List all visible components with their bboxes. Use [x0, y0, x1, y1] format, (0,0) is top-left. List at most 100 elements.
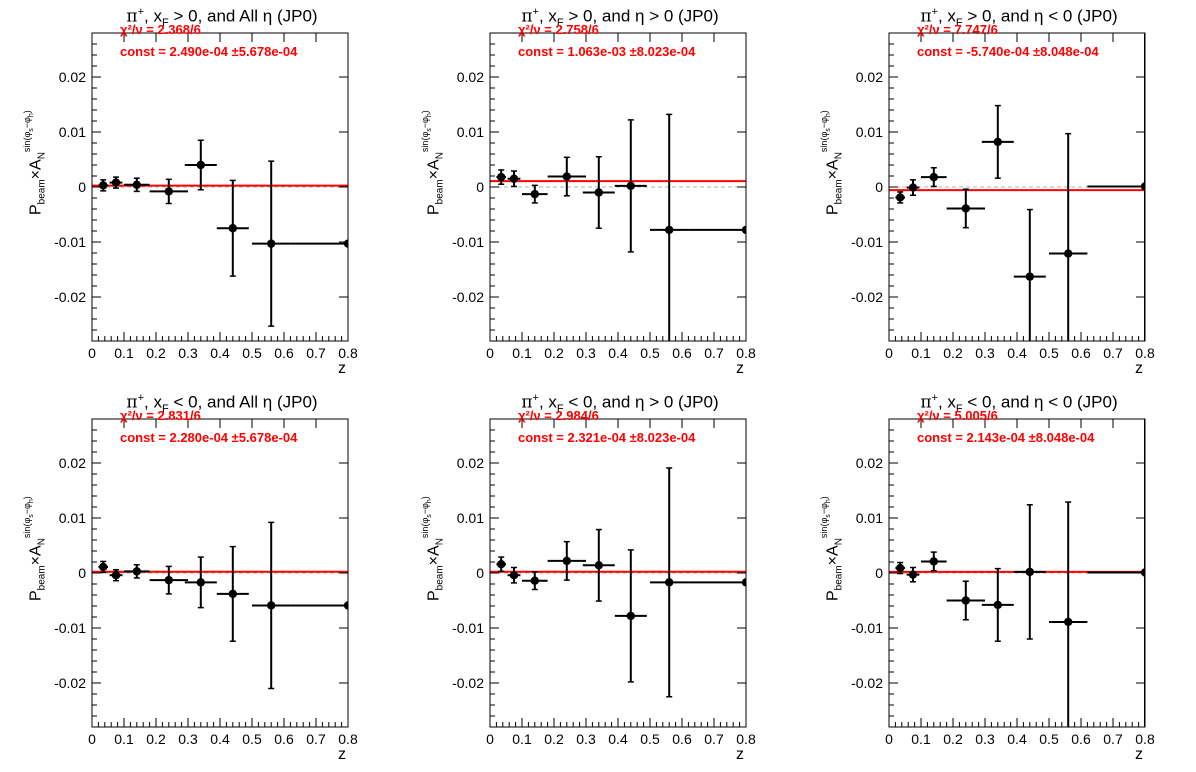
data-points-group	[98, 521, 348, 690]
y-tick-label: 0.01	[457, 510, 484, 526]
title-particle: π	[920, 392, 932, 413]
panel-title: π+, xF > 0, and All η (JP0)	[126, 6, 318, 30]
x-tick-label: 0	[88, 731, 96, 747]
title-particle: π	[521, 392, 533, 413]
title-rest: > 0, and η < 0 (JP0)	[962, 6, 1118, 26]
y-axis-label: Pbeam×ANsin(φs−φh)	[819, 481, 853, 601]
plot-svg: 0 0.1 0.2 0.3 0.4 0.5 0.6 0.7 0.8 0.02 0.01 0 -0.01 -…	[851, 32, 1155, 361]
y-tick-label: 0	[875, 565, 883, 581]
data-point	[562, 172, 571, 181]
data-point	[594, 561, 603, 570]
data-point	[1140, 182, 1145, 191]
x-tick-label: 0	[88, 345, 96, 361]
title-xf: x	[548, 6, 557, 26]
x-tick-label: 0.7	[1103, 345, 1123, 361]
data-point	[196, 160, 205, 170]
x-tick-label: 0.6	[1071, 731, 1091, 747]
x-tick-label: 0.1	[911, 731, 931, 747]
x-axis-label: z	[1135, 360, 1143, 377]
data-point	[1025, 272, 1034, 281]
y-axis-label-text: Pbeam×ANsin(φs−φh)	[420, 496, 446, 601]
y-tick-label: 0.02	[457, 69, 484, 85]
y-tick-label: 0.01	[856, 124, 883, 140]
x-tick-label: 0.3	[178, 345, 198, 361]
x-tick-label: 0.4	[210, 731, 230, 747]
y-axis-label: Pbeam×ANsin(φs−φh)	[420, 95, 454, 215]
y-tick-label: 0.01	[457, 124, 484, 140]
x-tick-label: 0.5	[640, 345, 660, 361]
data-point	[497, 560, 506, 569]
x-tick-label: 0.2	[544, 345, 564, 361]
title-charge: +	[137, 6, 145, 18]
y-tick-label: -0.01	[452, 234, 484, 250]
x-tick-label: 0.8	[1135, 731, 1155, 747]
title-charge: +	[931, 392, 938, 404]
title-particle: π	[126, 392, 138, 413]
title-charge: +	[137, 392, 145, 404]
x-tick-label: 0.2	[943, 731, 963, 747]
y-tick-label: -0.02	[452, 289, 484, 305]
y-tick-label: 0.02	[59, 455, 86, 471]
y-tick-label: 0.02	[59, 69, 86, 85]
y-tick-label: 0.02	[457, 455, 484, 471]
x-tick-label: 0.8	[736, 345, 756, 361]
title-rest: < 0, and η < 0 (JP0)	[962, 392, 1118, 412]
y-tick-label: -0.01	[851, 620, 883, 636]
y-tick-label: 0	[476, 179, 484, 195]
data-point	[929, 172, 938, 182]
title-xf: x	[947, 392, 956, 412]
chi2-label: χ²/ν = 2.831/6	[120, 408, 201, 423]
const-label: const = 2.490e-04 ±5.678e-04	[120, 44, 298, 59]
y-tick-label: -0.02	[452, 675, 484, 691]
panel-0: 0 0.1 0.2 0.3 0.4 0.5 0.6 0.7 0.8 0.02 0.01 0 -0.01 -…	[0, 0, 398, 386]
x-tick-label: 0.5	[1039, 731, 1059, 747]
y-axis-label-text: Pbeam×ANsin(φs−φh)	[22, 496, 48, 601]
title-xf-sub: F	[162, 403, 169, 416]
data-point	[961, 596, 970, 605]
panel-title: π+, xF < 0, and η > 0 (JP0)	[521, 392, 719, 416]
plot-svg: 0 0.1 0.2 0.3 0.4 0.5 0.6 0.7 0.8 0.02 0.01 0 -0.01 -…	[54, 418, 358, 747]
y-tick-label: 0	[78, 565, 86, 581]
plot-svg: 0 0.1 0.2 0.3 0.4 0.5 0.6 0.7 0.8 0.02 0.01 0 -0.01 -…	[54, 32, 358, 361]
data-point	[99, 562, 108, 572]
data-point	[1064, 617, 1073, 627]
title-xf: x	[947, 6, 956, 26]
title-xf-sub: F	[556, 17, 564, 30]
x-axis-label: z	[338, 746, 346, 763]
x-tick-label: 0.7	[306, 731, 326, 747]
data-point	[594, 188, 603, 197]
y-tick-label: 0.02	[856, 455, 883, 471]
title-xf: x	[153, 6, 163, 26]
data-point	[509, 174, 519, 183]
title-xf-sub: F	[556, 403, 564, 416]
title-charge: +	[931, 6, 938, 18]
data-point	[228, 589, 237, 599]
x-axis-label: z	[338, 360, 346, 377]
x-tick-label: 0.3	[576, 345, 596, 361]
y-axis-label-text: Pbeam×ANsin(φs−φh)	[420, 110, 446, 215]
x-tick-label: 0.5	[1039, 345, 1059, 361]
title-charge: +	[532, 392, 539, 404]
y-tick-label: -0.02	[54, 289, 86, 305]
x-tick-label: 0.3	[975, 731, 995, 747]
x-tick-label: 0.4	[210, 345, 230, 361]
y-axis-label-text: Pbeam×ANsin(φs−φh)	[819, 110, 845, 215]
plot-svg: 0 0.1 0.2 0.3 0.4 0.5 0.6 0.7 0.8 0.02 0.01 0 -0.01 -…	[452, 32, 756, 361]
x-tick-label: 0.6	[274, 345, 294, 361]
data-points-group	[98, 139, 348, 327]
data-point	[267, 239, 276, 248]
data-point	[99, 181, 108, 190]
x-tick-label: 0.1	[512, 345, 532, 361]
y-tick-label: -0.01	[851, 234, 883, 250]
y-tick-label: 0	[875, 179, 883, 195]
data-point	[626, 181, 635, 191]
y-axis-label: Pbeam×ANsin(φs−φh)	[22, 95, 56, 215]
x-tick-label: 0.3	[178, 731, 198, 747]
x-tick-label: 0	[486, 731, 494, 747]
x-axis-label: z	[736, 746, 744, 763]
title-rest: > 0, and η > 0 (JP0)	[563, 6, 719, 26]
y-tick-label: 0.02	[856, 69, 883, 85]
data-point	[132, 180, 141, 189]
x-tick-label: 0.6	[1071, 345, 1091, 361]
